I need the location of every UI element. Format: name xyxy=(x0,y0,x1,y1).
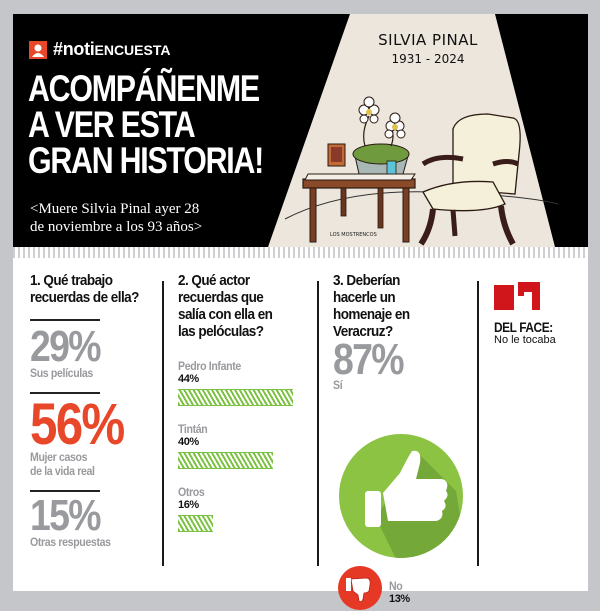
question-line: salía con ella en xyxy=(178,306,273,323)
question-line: homenaje en xyxy=(333,306,410,323)
question-2-column: 2. Qué actor recuerdas que salía con ell… xyxy=(178,272,308,532)
answer-label: Sus películas xyxy=(30,366,93,380)
bar-pedro-infante xyxy=(178,389,293,406)
headline: ACOMPÁÑENME A VER ESTA GRAN HISTORIA! xyxy=(28,68,264,181)
yes-percent: 87% xyxy=(333,335,404,384)
header-banner: #notiENCUESTA ACOMPÁÑENME A VER ESTA GRA… xyxy=(13,14,588,247)
actor-percent: 44% xyxy=(178,373,199,385)
tag-text: #notiENCUESTA xyxy=(53,39,170,60)
cartoon-credit: LOS MOSTRENCOS xyxy=(330,232,377,238)
subheadline: <Muere Silvia Pinal ayer 28 de noviembre… xyxy=(30,200,202,236)
answer-percent: 29% xyxy=(30,322,101,371)
answer-label: Mujer casos xyxy=(30,450,88,464)
cartoon-title: SILVIA PINAL xyxy=(378,31,478,49)
question-line: 2. Qué actor xyxy=(178,272,250,289)
tag-suffix: ENCUESTA xyxy=(94,42,171,58)
question-line: recuerdas que xyxy=(178,289,264,306)
user-icon xyxy=(29,40,47,59)
actor-name: Tintán xyxy=(178,422,208,436)
question-1-column: 1. Qué trabajo recuerdas de ella? 29% Su… xyxy=(30,272,160,549)
bar-tintan xyxy=(178,452,273,469)
divider xyxy=(30,392,100,394)
actor-percent: 16% xyxy=(178,499,199,511)
bar-otros xyxy=(178,515,213,532)
question-line: hacerle un xyxy=(333,289,396,306)
actor-name: Pedro Infante xyxy=(178,359,241,373)
tag-prefix: #noti xyxy=(53,39,95,59)
thumbs-up-icon xyxy=(339,434,463,558)
headline-line: GRAN HISTORIA! xyxy=(28,140,264,181)
noti-encuesta-tag: #notiENCUESTA xyxy=(29,39,170,60)
question-line: Veracruz? xyxy=(333,323,393,340)
actor-name: Otros xyxy=(178,485,205,499)
answer-otros: Otros 16% xyxy=(178,485,308,532)
question-1-title: 1. Qué trabajo recuerdas de ella? xyxy=(30,272,147,306)
question-2-title: 2. Qué actor recuerdas que salía con ell… xyxy=(178,272,295,340)
del-face-text: No le tocaba xyxy=(494,334,556,346)
headline-line: ACOMPÁÑENME xyxy=(28,68,260,109)
column-divider xyxy=(477,281,479,566)
question-line: las pelóculas? xyxy=(178,323,264,340)
cartoon-years: 1931 - 2024 xyxy=(391,52,465,66)
del-face-title: DEL FACE: xyxy=(494,319,553,335)
yes-label: Sí xyxy=(333,378,343,392)
question-line: recuerdas de ella? xyxy=(30,289,139,306)
answer-label: Otras respuestas xyxy=(30,535,111,549)
no-label: No xyxy=(389,579,403,593)
column-divider xyxy=(317,281,319,566)
answer-tintan: Tintán 40% xyxy=(178,422,308,469)
divider xyxy=(30,319,100,321)
answer-percent: 15% xyxy=(30,491,101,540)
question-3-title: 3. Deberían hacerle un homenaje en Verac… xyxy=(333,272,459,340)
answer-label: de la vida real xyxy=(30,464,95,478)
subhead-line: de noviembre a los 93 años> xyxy=(30,219,203,235)
answer-pedro-infante: Pedro Infante 44% xyxy=(178,359,308,406)
column-divider xyxy=(162,281,164,566)
thumbs-down-icon xyxy=(338,566,382,610)
red-one-logo-icon xyxy=(494,282,540,310)
subhead-line: <Muere Silvia Pinal ayer 28 xyxy=(30,201,200,217)
question-line: 1. Qué trabajo xyxy=(30,272,113,289)
no-percent: 13% xyxy=(389,593,410,605)
actor-percent: 40% xyxy=(178,436,199,448)
infographic-frame: #notiENCUESTA ACOMPÁÑENME A VER ESTA GRA… xyxy=(13,14,588,610)
spotlight-illustration xyxy=(268,14,559,247)
headline-line: A VER ESTA xyxy=(28,104,196,145)
answer-percent-highlight: 56% xyxy=(30,392,125,457)
dotted-divider xyxy=(13,247,588,258)
question-3-column: 3. Deberían hacerle un homenaje en Verac… xyxy=(333,272,473,610)
del-face-column: DEL FACE: No le tocaba xyxy=(494,282,584,346)
divider xyxy=(30,490,100,492)
question-line: 3. Deberían xyxy=(333,272,400,289)
